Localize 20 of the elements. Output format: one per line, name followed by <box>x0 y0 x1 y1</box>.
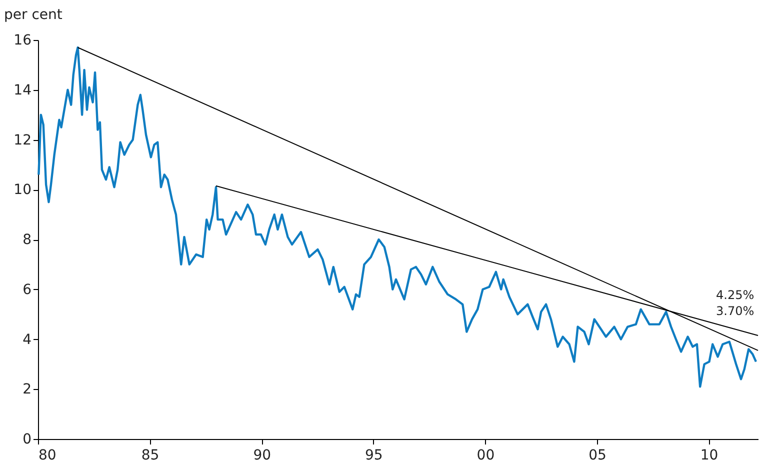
annotation: 3.70% <box>716 304 754 318</box>
y-axis-title: per cent <box>4 7 63 23</box>
y-tick-label: 0 <box>22 432 32 448</box>
y-tick-label: 6 <box>22 282 32 298</box>
annotation: 4.25% <box>716 288 754 302</box>
x-tick-label: 05 <box>588 448 606 464</box>
y-tick-label: 10 <box>14 182 32 198</box>
x-tick-label: 80 <box>38 448 56 464</box>
y-tick-label: 14 <box>14 82 32 98</box>
y-tick-label: 8 <box>22 232 32 248</box>
x-tick-label: 10 <box>700 448 718 464</box>
x-tick-label: 95 <box>364 448 383 464</box>
x-tick-label: 85 <box>141 448 160 464</box>
y-tick-label: 4 <box>22 332 32 348</box>
y-tick-label: 16 <box>14 32 32 48</box>
y-tick-label: 12 <box>14 132 32 148</box>
y-tick-label: 2 <box>22 382 32 398</box>
x-tick-label: 90 <box>253 448 272 464</box>
line-series <box>38 46 758 388</box>
x-tick-label: 00 <box>476 448 495 464</box>
